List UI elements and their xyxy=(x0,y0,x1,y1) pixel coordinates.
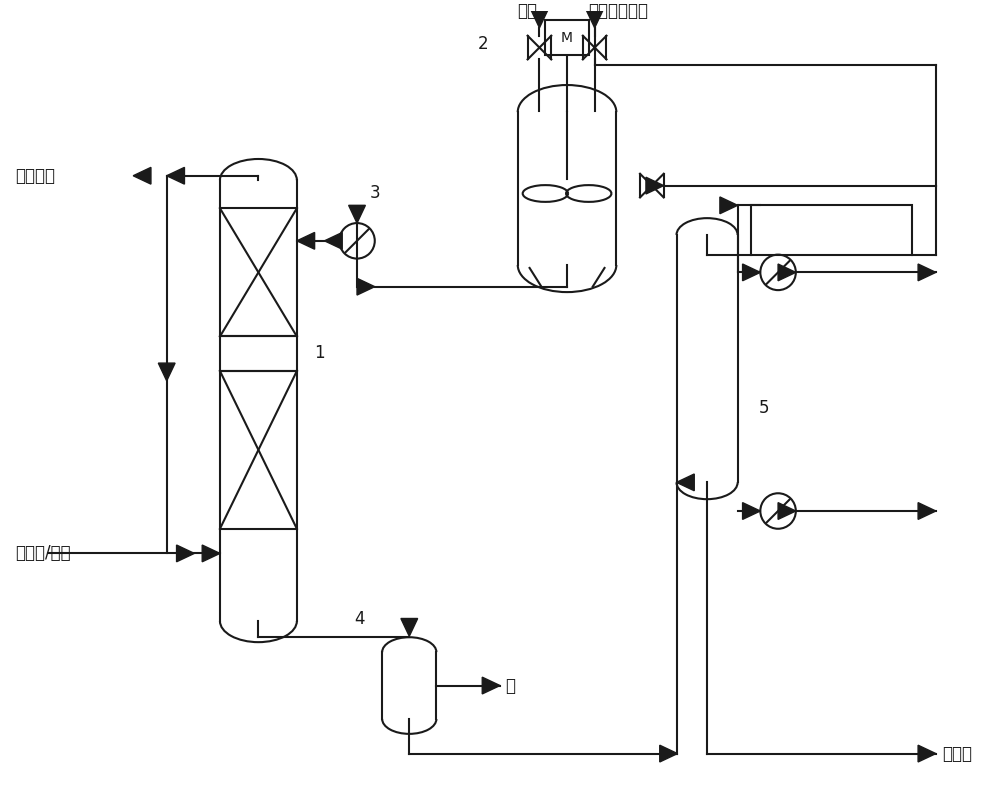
Polygon shape xyxy=(531,10,548,28)
Polygon shape xyxy=(202,545,220,562)
Text: 水: 水 xyxy=(505,677,515,695)
Polygon shape xyxy=(586,10,603,28)
Text: 2: 2 xyxy=(478,35,488,52)
Polygon shape xyxy=(918,745,936,762)
Polygon shape xyxy=(158,363,175,381)
Text: 1: 1 xyxy=(315,344,325,363)
Polygon shape xyxy=(167,168,184,184)
Text: 尾气处理: 尾气处理 xyxy=(15,167,55,184)
Polygon shape xyxy=(646,177,664,194)
Text: 3: 3 xyxy=(370,184,380,203)
Polygon shape xyxy=(297,232,315,249)
Polygon shape xyxy=(743,502,760,519)
Text: 4: 4 xyxy=(354,611,365,629)
FancyBboxPatch shape xyxy=(545,20,589,56)
Text: 去提纯: 去提纯 xyxy=(942,745,972,762)
Polygon shape xyxy=(677,474,694,491)
Polygon shape xyxy=(177,545,194,562)
Polygon shape xyxy=(918,502,936,519)
FancyBboxPatch shape xyxy=(751,205,912,254)
Polygon shape xyxy=(401,619,418,636)
Polygon shape xyxy=(720,197,738,214)
Text: 邻、对氯甲苯: 邻、对氯甲苯 xyxy=(588,2,648,20)
Polygon shape xyxy=(743,264,760,281)
Polygon shape xyxy=(482,677,500,694)
Polygon shape xyxy=(133,168,151,184)
Polygon shape xyxy=(778,502,796,519)
Polygon shape xyxy=(349,205,365,223)
Polygon shape xyxy=(357,278,375,295)
Polygon shape xyxy=(918,264,936,281)
Polygon shape xyxy=(324,232,342,249)
Text: 氧化气/氮气: 氧化气/氮气 xyxy=(15,545,70,562)
Polygon shape xyxy=(660,745,677,762)
Text: 吵啶: 吵啶 xyxy=(518,2,538,20)
Polygon shape xyxy=(778,264,796,281)
Text: M: M xyxy=(561,31,573,45)
Text: 5: 5 xyxy=(758,399,769,417)
